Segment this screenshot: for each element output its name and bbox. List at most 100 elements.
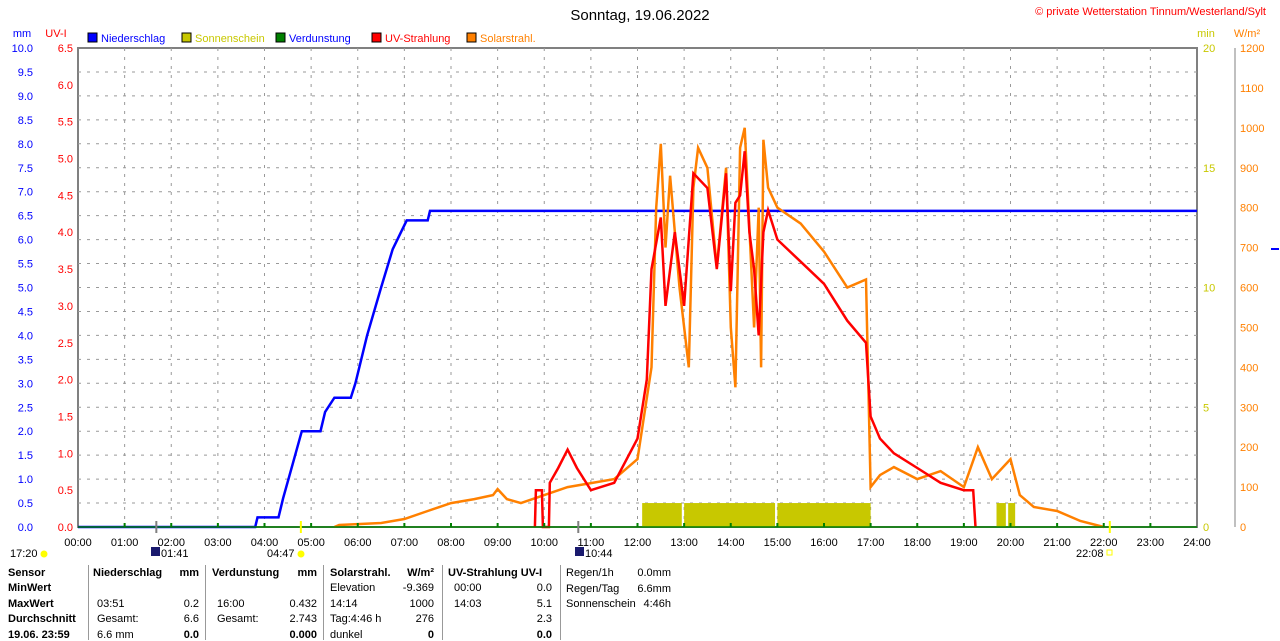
x-tick-label: 10:00 (530, 537, 558, 549)
uv-tick-label: 3.0 (58, 301, 73, 313)
evaporation-marker (683, 523, 686, 527)
sunshine-bar (642, 503, 682, 527)
table-header: mm (179, 567, 199, 579)
table-cell: 0.000 (289, 629, 317, 641)
evaporation-marker (1056, 523, 1059, 527)
uv-tick-label: 2.0 (58, 375, 73, 387)
evaporation-marker (496, 523, 499, 527)
x-tick-label: 08:00 (437, 537, 465, 549)
wm2-tick-label: 300 (1240, 402, 1258, 414)
legend-swatch (275, 32, 286, 43)
x-tick-label: 13:00 (670, 537, 698, 549)
table-cell: Gesamt: (97, 613, 139, 625)
mm-tick-label: 7.0 (18, 187, 33, 199)
evaporation-marker (170, 523, 173, 527)
table-header: Sensor (8, 567, 46, 579)
summary-value: 0.0mm (637, 567, 671, 579)
evaporation-marker (263, 523, 266, 527)
sun-icon (297, 550, 305, 558)
evaporation-marker (589, 523, 592, 527)
mm-tick-label: 3.0 (18, 378, 33, 390)
legend-label: Verdunstung (289, 33, 351, 45)
uv-tick-label: 4.0 (58, 227, 73, 239)
wm2-tick-label: 500 (1240, 322, 1258, 334)
mm-tick-label: 7.5 (18, 163, 33, 175)
evaporation-marker (1009, 523, 1012, 527)
uv-tick-label: 3.5 (58, 264, 73, 276)
evaporation-marker (310, 523, 313, 527)
min-axis-label: min (1197, 28, 1215, 40)
table-cell: 0.0 (536, 629, 552, 641)
table-cell: 14:03 (454, 598, 482, 610)
moon-icon (40, 550, 48, 558)
x-tick-label: 11:00 (578, 537, 605, 549)
table-divider (88, 565, 89, 640)
evaporation-marker (216, 523, 219, 527)
wm2-tick-label: 200 (1240, 442, 1258, 454)
legend-label: Niederschlag (101, 33, 165, 45)
mm-tick-label: 1.5 (18, 450, 33, 462)
uv-tick-label: 2.5 (58, 338, 73, 350)
wm2-tick-label: 800 (1240, 203, 1258, 215)
mm-tick-label: 4.0 (18, 330, 33, 342)
evaporation-marker (869, 523, 872, 527)
x-tick-label: 06:00 (344, 537, 372, 549)
x-tick-label: 00:00 (64, 537, 92, 549)
table-cell: -9.369 (402, 582, 434, 594)
mm-tick-label: 8.5 (18, 115, 33, 127)
series-solarstrahl (333, 127, 1105, 529)
min-tick-label: 20 (1203, 43, 1215, 55)
wm2-tick-label: 400 (1240, 362, 1258, 374)
x-tick-label: 01:00 (111, 537, 139, 549)
summary-label: Regen/1h (566, 567, 614, 579)
table-cell: 16:00 (217, 598, 245, 610)
min-tick-label: 0 (1203, 522, 1209, 534)
evaporation-marker (123, 523, 126, 527)
x-tick-label: 02:00 (157, 537, 185, 549)
table-cell: 6.6 mm (97, 629, 134, 641)
mm-tick-label: 0.5 (18, 498, 33, 510)
table-cell: dunkel (330, 629, 363, 641)
table-header: UV-Strahlung UV-I (448, 567, 543, 579)
legend-label: UV-Strahlung (385, 33, 450, 45)
uv-tick-label: 6.5 (58, 43, 73, 55)
series-uvstrahlung (533, 151, 977, 529)
moon-phase-icon (151, 547, 160, 556)
x-tick-label: 14:00 (717, 537, 745, 549)
sunshine-bar (1008, 503, 1016, 527)
mm-tick-label: 4.5 (18, 306, 33, 318)
table-cell: 0.2 (183, 598, 199, 610)
evaporation-marker (1149, 523, 1152, 527)
moonset-time: 17:20 (10, 548, 38, 560)
mm-tick-label: 1.0 (18, 474, 33, 486)
sunshine-bar (684, 503, 776, 527)
sunset-time: 22:08 (1076, 548, 1104, 560)
x-tick-label: 22:00 (1090, 537, 1118, 549)
x-tick-label: 20:00 (997, 537, 1025, 549)
x-tick-label: 21:00 (1043, 537, 1071, 549)
table-cell: 19.06. 23:59 (8, 629, 70, 641)
table-cell: Gesamt: (217, 613, 259, 625)
table-cell: 0 (427, 629, 434, 641)
mm-tick-label: 0.0 (18, 522, 33, 534)
uv-tick-label: 1.5 (58, 411, 73, 423)
table-cell: 2.743 (289, 613, 317, 625)
mm-tick-label: 3.5 (18, 354, 33, 366)
uv-tick-label: 4.5 (58, 190, 73, 202)
summary-value: 4:46h (643, 598, 671, 610)
x-tick-label: 03:00 (204, 537, 232, 549)
mm-tick-label: 2.5 (18, 402, 33, 414)
wm2-tick-label: 0 (1240, 522, 1246, 534)
x-tick-label: 09:00 (484, 537, 512, 549)
table-divider (205, 565, 206, 640)
uv-axis-label: UV-I (45, 28, 66, 40)
evaporation-marker (729, 523, 732, 527)
uv-tick-label: 0.0 (58, 522, 73, 534)
legend-swatch (466, 32, 477, 43)
x-tick-label: 23:00 (1137, 537, 1165, 549)
min-tick-label: 10 (1203, 283, 1215, 295)
chart-title: Sonntag, 19.06.2022 (570, 7, 709, 24)
wm2-tick-label: 100 (1240, 482, 1258, 494)
x-tick-label: 16:00 (810, 537, 838, 549)
wm2-tick-label: 1100 (1240, 83, 1264, 95)
